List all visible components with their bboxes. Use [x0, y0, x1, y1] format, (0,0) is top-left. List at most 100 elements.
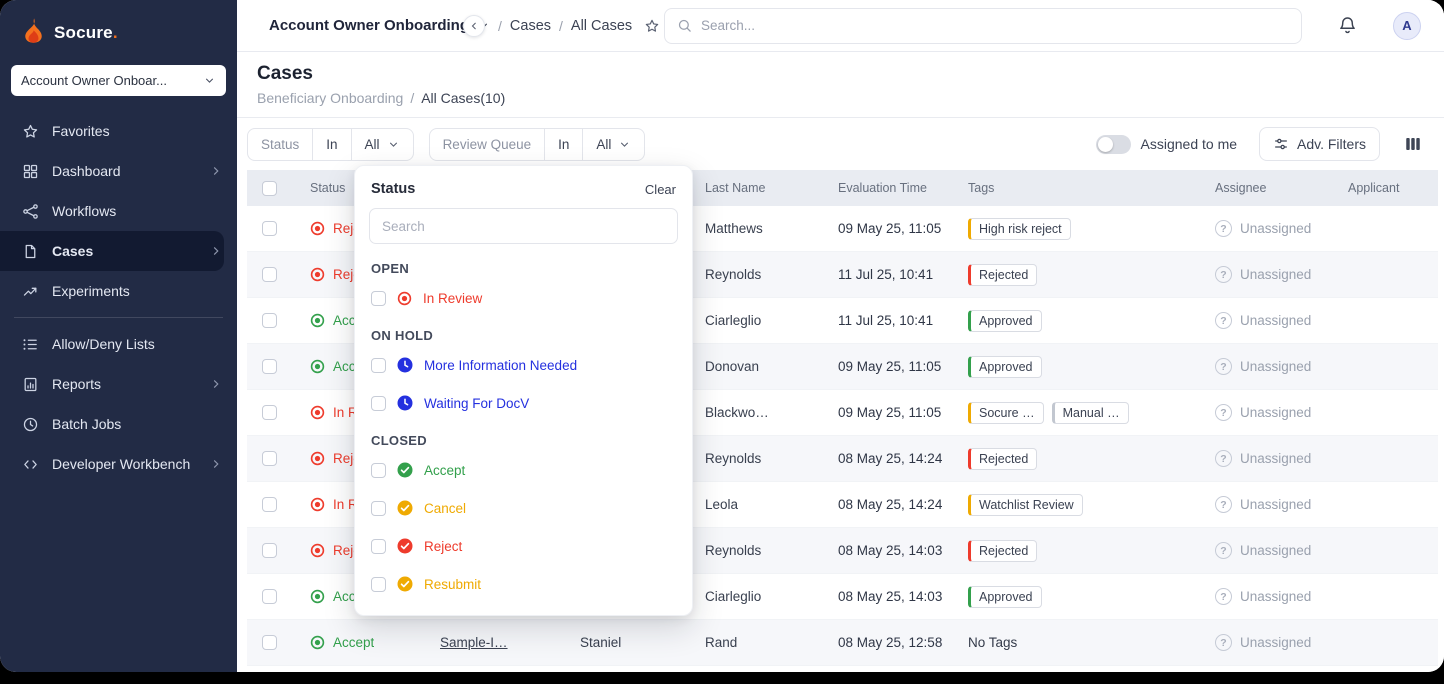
global-search[interactable]	[664, 7, 1302, 44]
status-search-input[interactable]	[369, 208, 678, 244]
row-checkbox[interactable]	[262, 589, 277, 604]
no-tags-label: No Tags	[968, 635, 1018, 650]
evaluation-time-cell: 08 May 25, 14:24	[838, 497, 943, 512]
last-name-cell: Reynolds	[705, 543, 762, 558]
status-dropdown-body: OPEN In Review ON HOLD More Information Nee…	[355, 250, 692, 603]
status-option-label: Cancel	[424, 500, 467, 516]
sidebar-item-batch-jobs[interactable]: Batch Jobs	[0, 404, 237, 444]
last-name-cell: Rand	[705, 635, 738, 650]
assignee-label: Unassigned	[1240, 497, 1312, 512]
option-checkbox[interactable]	[371, 462, 386, 478]
select-all-checkbox[interactable]	[262, 180, 277, 196]
clear-filter-button[interactable]: Clear	[644, 181, 676, 197]
main-content: Account Owner Onboarding / Cases / All C…	[237, 0, 1444, 672]
row-checkbox[interactable]	[262, 221, 277, 236]
row-checkbox[interactable]	[262, 497, 277, 512]
filter-value[interactable]: All	[582, 128, 644, 160]
assignee-cell: ? Unassigned	[1205, 482, 1338, 527]
sidebar-collapse-button[interactable]	[463, 15, 485, 37]
breadcrumb-workspace[interactable]: Account Owner Onboarding	[269, 17, 470, 34]
assignee-label: Unassigned	[1240, 543, 1312, 558]
chevron-right-icon	[209, 377, 223, 391]
case-id-link[interactable]: Sample-I…	[440, 635, 508, 650]
row-checkbox[interactable]	[262, 405, 277, 420]
tag-chip: Socure …	[968, 401, 1044, 424]
assignee-label: Unassigned	[1240, 635, 1312, 650]
row-checkbox[interactable]	[262, 313, 277, 328]
breadcrumb-separator: /	[559, 17, 563, 34]
sidebar-item-experiments[interactable]: Experiments	[0, 271, 237, 311]
breadcrumb: Account Owner Onboarding / Cases / All C…	[269, 17, 660, 34]
filter-group-status[interactable]: Status In All	[247, 127, 414, 161]
global-search-input[interactable]	[701, 18, 1289, 33]
evaluation-time-cell: 08 May 25, 12:58	[838, 635, 943, 650]
row-checkbox[interactable]	[262, 267, 277, 282]
favorite-star-icon[interactable]	[644, 18, 660, 34]
status-option-reject[interactable]: Reject	[355, 527, 692, 565]
option-checkbox[interactable]	[371, 500, 386, 516]
option-checkbox[interactable]	[371, 290, 386, 306]
sidebar-item-favorites[interactable]: Favorites	[0, 111, 237, 151]
option-checkbox[interactable]	[371, 576, 386, 592]
filter-field-label: Review Queue	[442, 136, 532, 152]
status-option-label: Waiting For DocV	[424, 395, 530, 411]
option-checkbox[interactable]	[371, 395, 386, 411]
checkbox-cell	[247, 390, 300, 435]
list_check-icon	[22, 336, 39, 353]
evaluation-time-cell: 09 May 25, 11:05	[838, 221, 942, 236]
adv-filters-label: Adv. Filters	[1297, 136, 1366, 152]
sidebar-item-dashboard[interactable]: Dashboard	[0, 151, 237, 191]
sliders-icon	[1273, 136, 1289, 152]
row-checkbox[interactable]	[262, 451, 277, 466]
status-option-waiting-for-docv[interactable]: Waiting For DocV	[355, 384, 692, 422]
column-header-evaluation-time: Evaluation Time	[838, 181, 927, 195]
last-name-cell: Leola	[705, 497, 739, 512]
clock-status-icon	[397, 395, 413, 411]
page-breadcrumb: Beneficiary Onboarding / All Cases(10)	[257, 90, 1444, 106]
filter-operator[interactable]: In	[544, 128, 582, 160]
user-avatar[interactable]: A	[1393, 11, 1421, 40]
status-option-label: Resubmit	[424, 576, 482, 592]
column-header-tags: Tags	[968, 181, 995, 195]
row-checkbox[interactable]	[262, 359, 277, 374]
column-header	[247, 180, 300, 196]
sidebar-item-workflows[interactable]: Workflows	[0, 191, 237, 231]
notifications-bell-icon[interactable]	[1338, 16, 1357, 35]
status-section-heading: CLOSED	[371, 433, 427, 448]
status-option-accept[interactable]: Accept	[355, 451, 692, 489]
adv-filters-button[interactable]: Adv. Filters	[1259, 127, 1380, 161]
option-checkbox[interactable]	[371, 357, 386, 373]
assigned-to-me-toggle[interactable]	[1095, 134, 1131, 154]
breadcrumb-all-cases[interactable]: All Cases	[570, 17, 633, 34]
status-cell: In Review	[300, 482, 430, 527]
status-option-in-review[interactable]: In Review	[355, 279, 692, 317]
columns-icon[interactable]	[1404, 135, 1422, 153]
filter-operator[interactable]: In	[312, 128, 350, 160]
sidebar-item-allow-deny-lists[interactable]: Allow/Deny Lists	[0, 324, 237, 364]
option-checkbox[interactable]	[371, 538, 386, 554]
filter-bar-right: Assigned to me Adv. Filters	[1095, 127, 1422, 161]
filter-value[interactable]: All	[350, 128, 413, 160]
sidebar-item-reports[interactable]: Reports	[0, 364, 237, 404]
breadcrumb-cases[interactable]: Cases	[509, 17, 552, 34]
filter-group-review-queue[interactable]: Review Queue In All	[428, 127, 646, 161]
sidebar-item-label: Dashboard	[52, 163, 121, 179]
status-option-more-information-needed[interactable]: More Information Needed	[355, 346, 692, 384]
row-checkbox[interactable]	[262, 635, 277, 650]
checkbox-cell	[247, 298, 300, 343]
workspace-selector[interactable]: Account Owner Onboar...	[11, 65, 226, 96]
table-row[interactable]: Accept Sample-I… Staniel Rand 08 May 25, 12:…	[247, 620, 1438, 666]
page-breadcrumb-separator: /	[410, 90, 415, 106]
status-option-resubmit[interactable]: Resubmit	[355, 565, 692, 603]
checkbox-cell	[247, 436, 300, 481]
page-breadcrumb-current: All Cases(10)	[421, 90, 506, 106]
page-breadcrumb-parent[interactable]: Beneficiary Onboarding	[257, 90, 404, 106]
sidebar-item-cases[interactable]: Cases	[0, 231, 224, 271]
applicant-cell	[1338, 482, 1438, 527]
status-option-cancel[interactable]: Cancel	[355, 489, 692, 527]
row-checkbox[interactable]	[262, 543, 277, 558]
chevron-right-icon	[209, 244, 223, 258]
sidebar-item-developer-workbench[interactable]: Developer Workbench	[0, 444, 237, 484]
